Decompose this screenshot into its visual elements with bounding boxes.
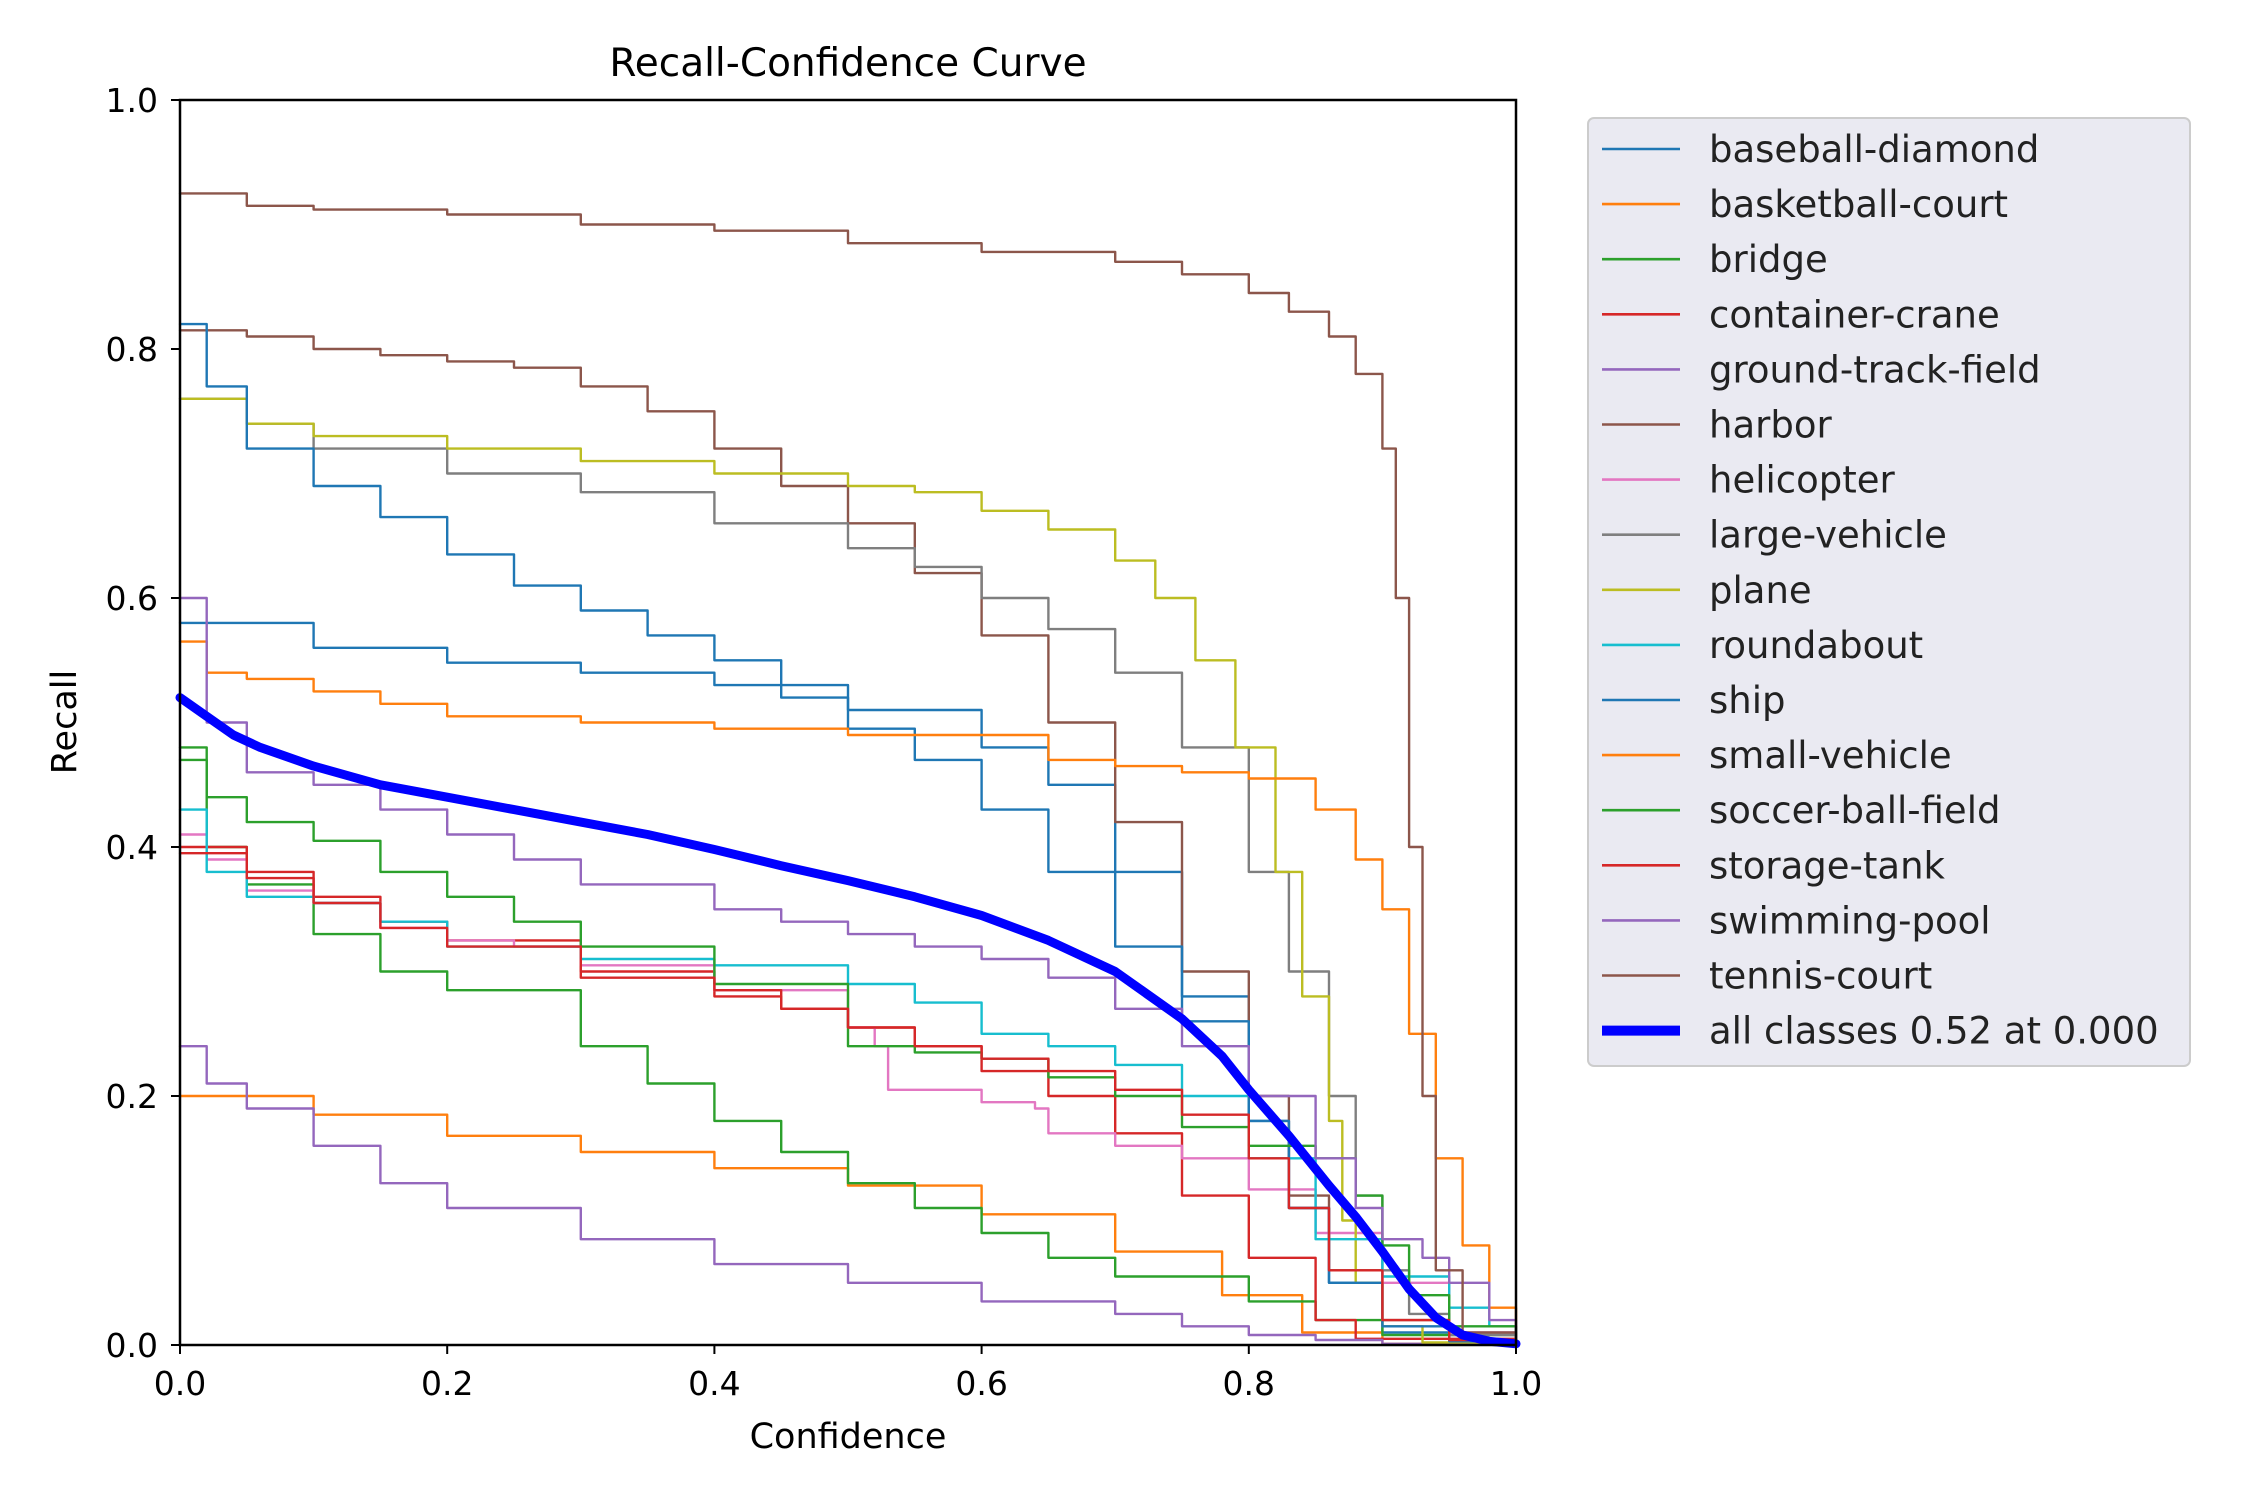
legend-label: tennis-court (1709, 955, 1932, 998)
legend-item: basketball-court (1602, 183, 2008, 226)
legend-item: swimming-pool (1602, 899, 1991, 942)
y-tick-label: 0.4 (106, 828, 158, 867)
y-tick-label: 0.2 (106, 1077, 158, 1116)
legend-label: swimming-pool (1709, 899, 1991, 942)
series-line-tennis-court (178, 192, 1518, 1347)
series-line-basketball-court (178, 1094, 1518, 1347)
legend-label: plane (1709, 569, 1812, 612)
legend-label: ship (1709, 679, 1786, 722)
series-line-soccer-ball-field (178, 746, 1518, 1347)
legend-item: roundabout (1602, 624, 1923, 667)
legend-label: all classes 0.52 at 0.000 (1709, 1010, 2159, 1053)
legend-label: container-crane (1709, 293, 2000, 336)
legend-item: tennis-court (1602, 955, 1932, 998)
x-axis-label: Confidence (750, 1417, 947, 1457)
x-tick-label: 0.0 (154, 1364, 206, 1403)
legend-label: ground-track-field (1709, 348, 2041, 391)
legend-item: plane (1602, 569, 1812, 612)
legend-label: bridge (1709, 238, 1828, 281)
legend-box (1587, 117, 2191, 1067)
legend-label: large-vehicle (1709, 514, 1947, 557)
legend-item: bridge (1602, 238, 1828, 281)
series-line-ground-track-field (178, 1045, 1518, 1347)
legend-item: soccer-ball-field (1602, 789, 2000, 832)
series-layer (175, 192, 1521, 1349)
legend-label: roundabout (1709, 624, 1923, 667)
legend-label: baseball-diamond (1709, 128, 2039, 171)
legend-item: small-vehicle (1602, 734, 1952, 777)
plot-frame (178, 98, 1518, 1347)
legend-item: ground-track-field (1602, 348, 2041, 391)
y-tick-label: 0.8 (106, 330, 158, 369)
legend-item: large-vehicle (1602, 514, 1947, 557)
series-line-bridge (178, 758, 1518, 1347)
legend-item: all classes 0.52 at 0.000 (1602, 1010, 2159, 1053)
x-tick-label: 0.6 (955, 1364, 1007, 1403)
legend-item: storage-tank (1602, 844, 1946, 887)
legend-item: harbor (1602, 404, 1832, 447)
x-tick-label: 0.8 (1223, 1364, 1275, 1403)
x-tick-label: 0.2 (421, 1364, 473, 1403)
series-line-all (175, 693, 1521, 1349)
x-tick-label: 0.4 (688, 1364, 740, 1403)
legend-item: container-crane (1602, 293, 2000, 336)
legend: baseball-diamond basketball-court bridge co… (1587, 117, 2191, 1067)
series-line-harbor (178, 329, 1518, 1347)
legend-label: harbor (1709, 404, 1832, 447)
legend-label: soccer-ball-field (1709, 789, 2000, 832)
legend-items: baseball-diamond basketball-court bridge co… (1602, 128, 2159, 1053)
legend-item: ship (1602, 679, 1786, 722)
x-tick-label: 1.0 (1490, 1364, 1542, 1403)
legend-label: small-vehicle (1709, 734, 1952, 777)
chart-title: Recall-Confidence Curve (609, 41, 1086, 86)
legend-label: helicopter (1709, 459, 1896, 502)
legend-item: baseball-diamond (1602, 128, 2039, 171)
y-tick-label: 0.0 (106, 1326, 158, 1365)
ticks-layer: 0.0 0.2 0.4 0.6 0.8 1.0 0.0 0.2 0.4 0.6 0.8 1.0 (106, 81, 1543, 1403)
y-axis-label: Recall (45, 670, 85, 774)
series-line-storage-tank (178, 852, 1518, 1347)
legend-item: helicopter (1602, 459, 1896, 502)
series-line-small-vehicle (178, 640, 1518, 1340)
y-tick-label: 1.0 (106, 81, 158, 120)
legend-label: basketball-court (1709, 183, 2008, 226)
series-line-swimming-pool (178, 596, 1518, 1340)
y-tick-label: 0.6 (106, 579, 158, 618)
legend-label: storage-tank (1709, 844, 1946, 887)
